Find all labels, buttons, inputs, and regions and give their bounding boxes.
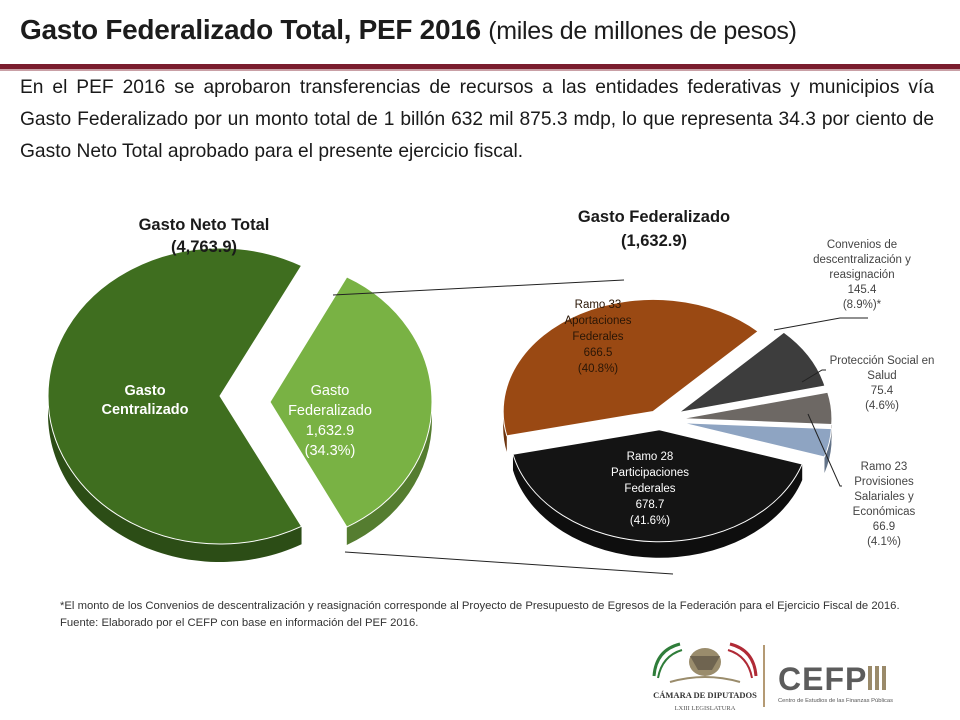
label-gasto-federalizado: Gasto Federalizado 1,632.9 (34.3%) xyxy=(288,383,372,459)
pie-gasto-neto-total xyxy=(47,247,433,563)
title-units: (miles de millones de pesos) xyxy=(488,17,797,45)
slice-ramo-23-wall xyxy=(824,428,832,473)
label-convenios: Convenios de descentralización y reasignac… xyxy=(813,239,911,311)
right-chart-title: Gasto Federalizado xyxy=(578,208,730,226)
slice-ramo-23 xyxy=(681,422,832,473)
label-gasto-centralizado: Gasto Centralizado xyxy=(101,383,188,418)
cefp-fullname: Centro de Estudios de las Finanzas Públi… xyxy=(778,698,893,704)
label-ramo-23: Ramo 23 Provisiones Salariales y Económicas… xyxy=(853,461,916,548)
label-proteccion-social: Protección Social en Salud 75.4 (4.6%) xyxy=(830,355,935,412)
cefp-logo: CEFP Centro de Estudios de las Finanzas … xyxy=(778,661,893,704)
label-ramo-23-line: Salariales y xyxy=(854,491,914,503)
label-ramo-23-line: 66.9 xyxy=(873,521,895,533)
connector-top xyxy=(332,279,625,296)
slice-ramo-33 xyxy=(502,298,759,452)
label-proteccion-social-line: 75.4 xyxy=(871,385,894,397)
pie-gasto-federalizado xyxy=(502,298,833,558)
label-ramo-28-line: Ramo 28 xyxy=(627,451,674,463)
label-ramo-33-line: Federales xyxy=(572,331,623,343)
label-ramo-28-line: 678.7 xyxy=(636,499,665,511)
camara-name: CÁMARA DE DIPUTADOS xyxy=(653,690,757,700)
camara-legislature: LXIII LEGISLATURA xyxy=(675,705,736,712)
label-ramo-33: Ramo 33 Aportaciones Federales 666.5 (40.8%) xyxy=(564,299,631,375)
slice-gasto-federalizado xyxy=(269,276,433,546)
label-ramo-33-line: Aportaciones xyxy=(564,315,631,327)
exploded-pie-charts: Gasto Neto Total (4,763.9) Gasto Centraliza… xyxy=(47,208,935,575)
label-gasto-centralizado-line: Centralizado xyxy=(101,402,188,418)
leader-proteccion-social xyxy=(801,369,826,383)
slice-gasto-centralizado-wall xyxy=(48,396,302,563)
label-gasto-federalizado-line: (34.3%) xyxy=(305,443,356,459)
label-convenios-line: reasignación xyxy=(829,269,894,281)
label-convenios-line: Convenios de xyxy=(827,239,897,251)
label-ramo-28-line: Participaciones xyxy=(611,467,689,479)
footnote-source: Fuente: Elaborado por el CEFP con base e… xyxy=(60,617,419,629)
intro-paragraph: En el PEF 2016 se aprobaron transferenci… xyxy=(20,77,934,162)
slice-proteccion-social-top xyxy=(681,391,833,425)
label-ramo-33-line: (40.8%) xyxy=(578,363,618,375)
label-proteccion-social-line: Salud xyxy=(867,370,896,382)
label-ramo-28-line: (41.6%) xyxy=(630,515,670,527)
slice-gasto-centralizado xyxy=(47,247,303,563)
label-ramo-23-line: Ramo 23 xyxy=(861,461,908,473)
right-chart-total: (1,632.9) xyxy=(621,232,687,250)
title-main: Gasto Federalizado Total, PEF 2016 xyxy=(20,14,481,45)
connector-bottom xyxy=(344,551,674,575)
label-ramo-28-line: Federales xyxy=(624,483,675,495)
leader-convenios xyxy=(773,317,868,331)
label-ramo-28: Ramo 28 Participaciones Federales 678.7 (41.… xyxy=(611,451,689,527)
slice-ramo-23-top xyxy=(681,422,832,458)
label-proteccion-social-line: (4.6%) xyxy=(865,400,899,412)
label-ramo-23-line: (4.1%) xyxy=(867,536,901,548)
label-gasto-federalizado-line: Gasto xyxy=(311,383,350,399)
slice-ramo-28-wall xyxy=(512,454,803,558)
slice-ramo-33-wall xyxy=(503,411,507,452)
slice-ramo-28-top xyxy=(512,429,803,543)
label-gasto-centralizado-line: Gasto xyxy=(124,383,165,399)
slice-gasto-federalizado-wall xyxy=(346,402,433,546)
label-convenios-line: 145.4 xyxy=(848,284,877,296)
title-divider xyxy=(0,64,960,71)
slice-ramo-33-top xyxy=(502,298,759,437)
page-title: Gasto Federalizado Total, PEF 2016 (mile… xyxy=(20,14,950,46)
cefp-bars-icon xyxy=(868,666,886,690)
label-ramo-33-line: 666.5 xyxy=(584,347,613,359)
label-convenios-line: (8.9%)* xyxy=(843,299,882,311)
label-gasto-federalizado-line: Federalizado xyxy=(288,403,372,419)
cefp-wordmark: CEFP xyxy=(778,661,867,697)
slice-gasto-federalizado-top xyxy=(269,276,433,528)
label-ramo-23-line: Económicas xyxy=(853,506,916,518)
slice-ramo-28 xyxy=(512,429,803,558)
eagle-emblem-icon xyxy=(652,642,758,683)
label-proteccion-social-line: Protección Social en xyxy=(830,355,935,367)
label-ramo-23-line: Provisiones xyxy=(854,476,914,488)
left-chart-total: (4,763.9) xyxy=(171,238,237,256)
label-convenios-line: descentralización y xyxy=(813,254,911,266)
label-gasto-federalizado-line: 1,632.9 xyxy=(306,423,354,439)
footnote: *El monto de los Convenios de descentral… xyxy=(60,598,920,632)
slice-convenios xyxy=(678,331,826,413)
logo-divider xyxy=(763,645,765,707)
camara-de-diputados-logo: CÁMARA DE DIPUTADOS LXIII LEGISLATURA xyxy=(652,642,758,712)
leader-ramo-23 xyxy=(807,413,842,487)
left-chart-title: Gasto Neto Total xyxy=(139,216,270,234)
footnote-note: *El monto de los Convenios de descentral… xyxy=(60,600,900,612)
label-ramo-33-line: Ramo 33 xyxy=(575,299,622,311)
slice-gasto-centralizado-top xyxy=(47,247,303,545)
slice-convenios-top xyxy=(678,331,826,413)
